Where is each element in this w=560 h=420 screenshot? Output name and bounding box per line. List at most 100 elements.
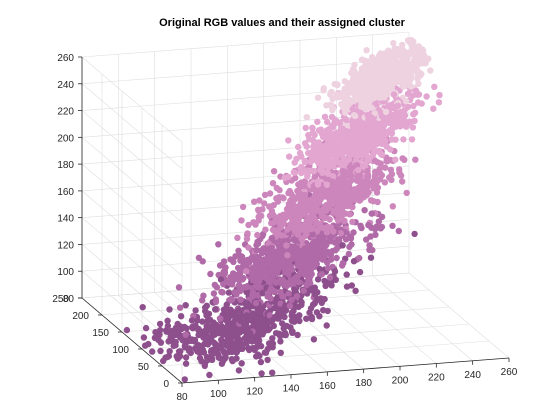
data-point — [207, 270, 214, 278]
data-point — [228, 296, 236, 303]
data-point — [225, 289, 233, 296]
data-point — [308, 225, 316, 232]
data-point — [257, 342, 265, 350]
data-point — [436, 91, 443, 99]
data-point — [266, 312, 273, 319]
data-point — [324, 118, 331, 126]
data-point — [399, 178, 406, 185]
y-tick-label: 150 — [92, 328, 109, 339]
data-point — [320, 87, 327, 94]
data-point — [216, 262, 224, 269]
data-point — [402, 97, 410, 105]
data-point — [267, 318, 274, 325]
data-point — [220, 258, 228, 265]
data-point — [227, 325, 235, 333]
data-point — [339, 94, 347, 101]
data-point — [249, 289, 257, 296]
data-point — [301, 159, 309, 166]
data-point — [170, 342, 177, 349]
x-tick-label: 80 — [176, 392, 188, 403]
data-point — [371, 128, 379, 135]
data-point — [296, 227, 303, 234]
data-point — [401, 156, 408, 163]
data-point — [373, 189, 381, 196]
data-point — [255, 336, 262, 343]
data-point — [222, 264, 229, 271]
data-point — [280, 211, 287, 218]
z-tick-label: 180 — [57, 160, 74, 171]
data-point — [291, 196, 298, 203]
data-point — [308, 242, 315, 249]
data-point — [375, 71, 382, 79]
data-point — [246, 329, 254, 337]
data-point — [324, 265, 332, 272]
data-point — [272, 279, 280, 286]
data-point — [271, 304, 279, 312]
data-point — [251, 346, 258, 353]
data-point — [275, 315, 282, 322]
data-point — [277, 306, 284, 313]
data-point — [415, 91, 423, 98]
data-point — [312, 172, 319, 180]
data-point — [349, 189, 356, 196]
data-point — [385, 47, 392, 54]
data-point — [188, 317, 196, 324]
data-point — [277, 237, 284, 244]
data-point — [342, 109, 349, 116]
data-point — [348, 69, 355, 77]
data-point — [330, 124, 337, 131]
data-point — [314, 142, 321, 149]
data-point — [231, 271, 238, 278]
data-point — [372, 225, 379, 233]
data-point — [381, 129, 388, 136]
data-point — [283, 322, 290, 330]
data-point — [352, 157, 360, 164]
data-point — [286, 153, 293, 160]
data-point — [239, 345, 246, 352]
data-point — [342, 116, 350, 124]
data-point — [203, 335, 211, 343]
data-point — [181, 323, 188, 331]
data-point — [323, 279, 330, 286]
data-point — [350, 258, 358, 265]
data-point — [261, 200, 268, 207]
data-point — [363, 236, 370, 243]
data-point — [277, 349, 284, 356]
data-point — [182, 331, 189, 338]
data-point — [156, 331, 163, 338]
data-point — [255, 319, 262, 326]
data-point — [329, 104, 337, 112]
data-point — [314, 276, 322, 283]
data-point — [407, 83, 415, 90]
data-point — [301, 203, 309, 210]
data-point — [341, 160, 348, 167]
data-point — [310, 336, 318, 343]
data-point — [166, 306, 173, 313]
data-point — [337, 209, 344, 217]
data-point — [142, 342, 149, 349]
data-point — [245, 244, 252, 251]
data-point — [383, 143, 390, 150]
data-point — [425, 55, 432, 62]
data-point — [400, 81, 407, 89]
grid-line — [81, 137, 183, 223]
data-point — [277, 300, 284, 307]
data-point — [388, 171, 396, 178]
data-point — [211, 331, 218, 338]
data-point — [208, 351, 216, 358]
data-point — [344, 138, 351, 145]
data-point — [435, 99, 443, 106]
data-point — [412, 64, 419, 71]
data-point — [199, 258, 206, 265]
data-point — [384, 118, 392, 125]
data-point — [213, 284, 221, 291]
data-point — [378, 172, 386, 179]
data-point — [278, 232, 285, 239]
data-point — [157, 339, 165, 346]
data-point — [374, 184, 382, 191]
data-point — [294, 251, 301, 258]
data-point — [274, 294, 281, 301]
grid-line — [336, 278, 437, 364]
y-axis-line — [81, 297, 183, 384]
data-point — [250, 219, 257, 226]
